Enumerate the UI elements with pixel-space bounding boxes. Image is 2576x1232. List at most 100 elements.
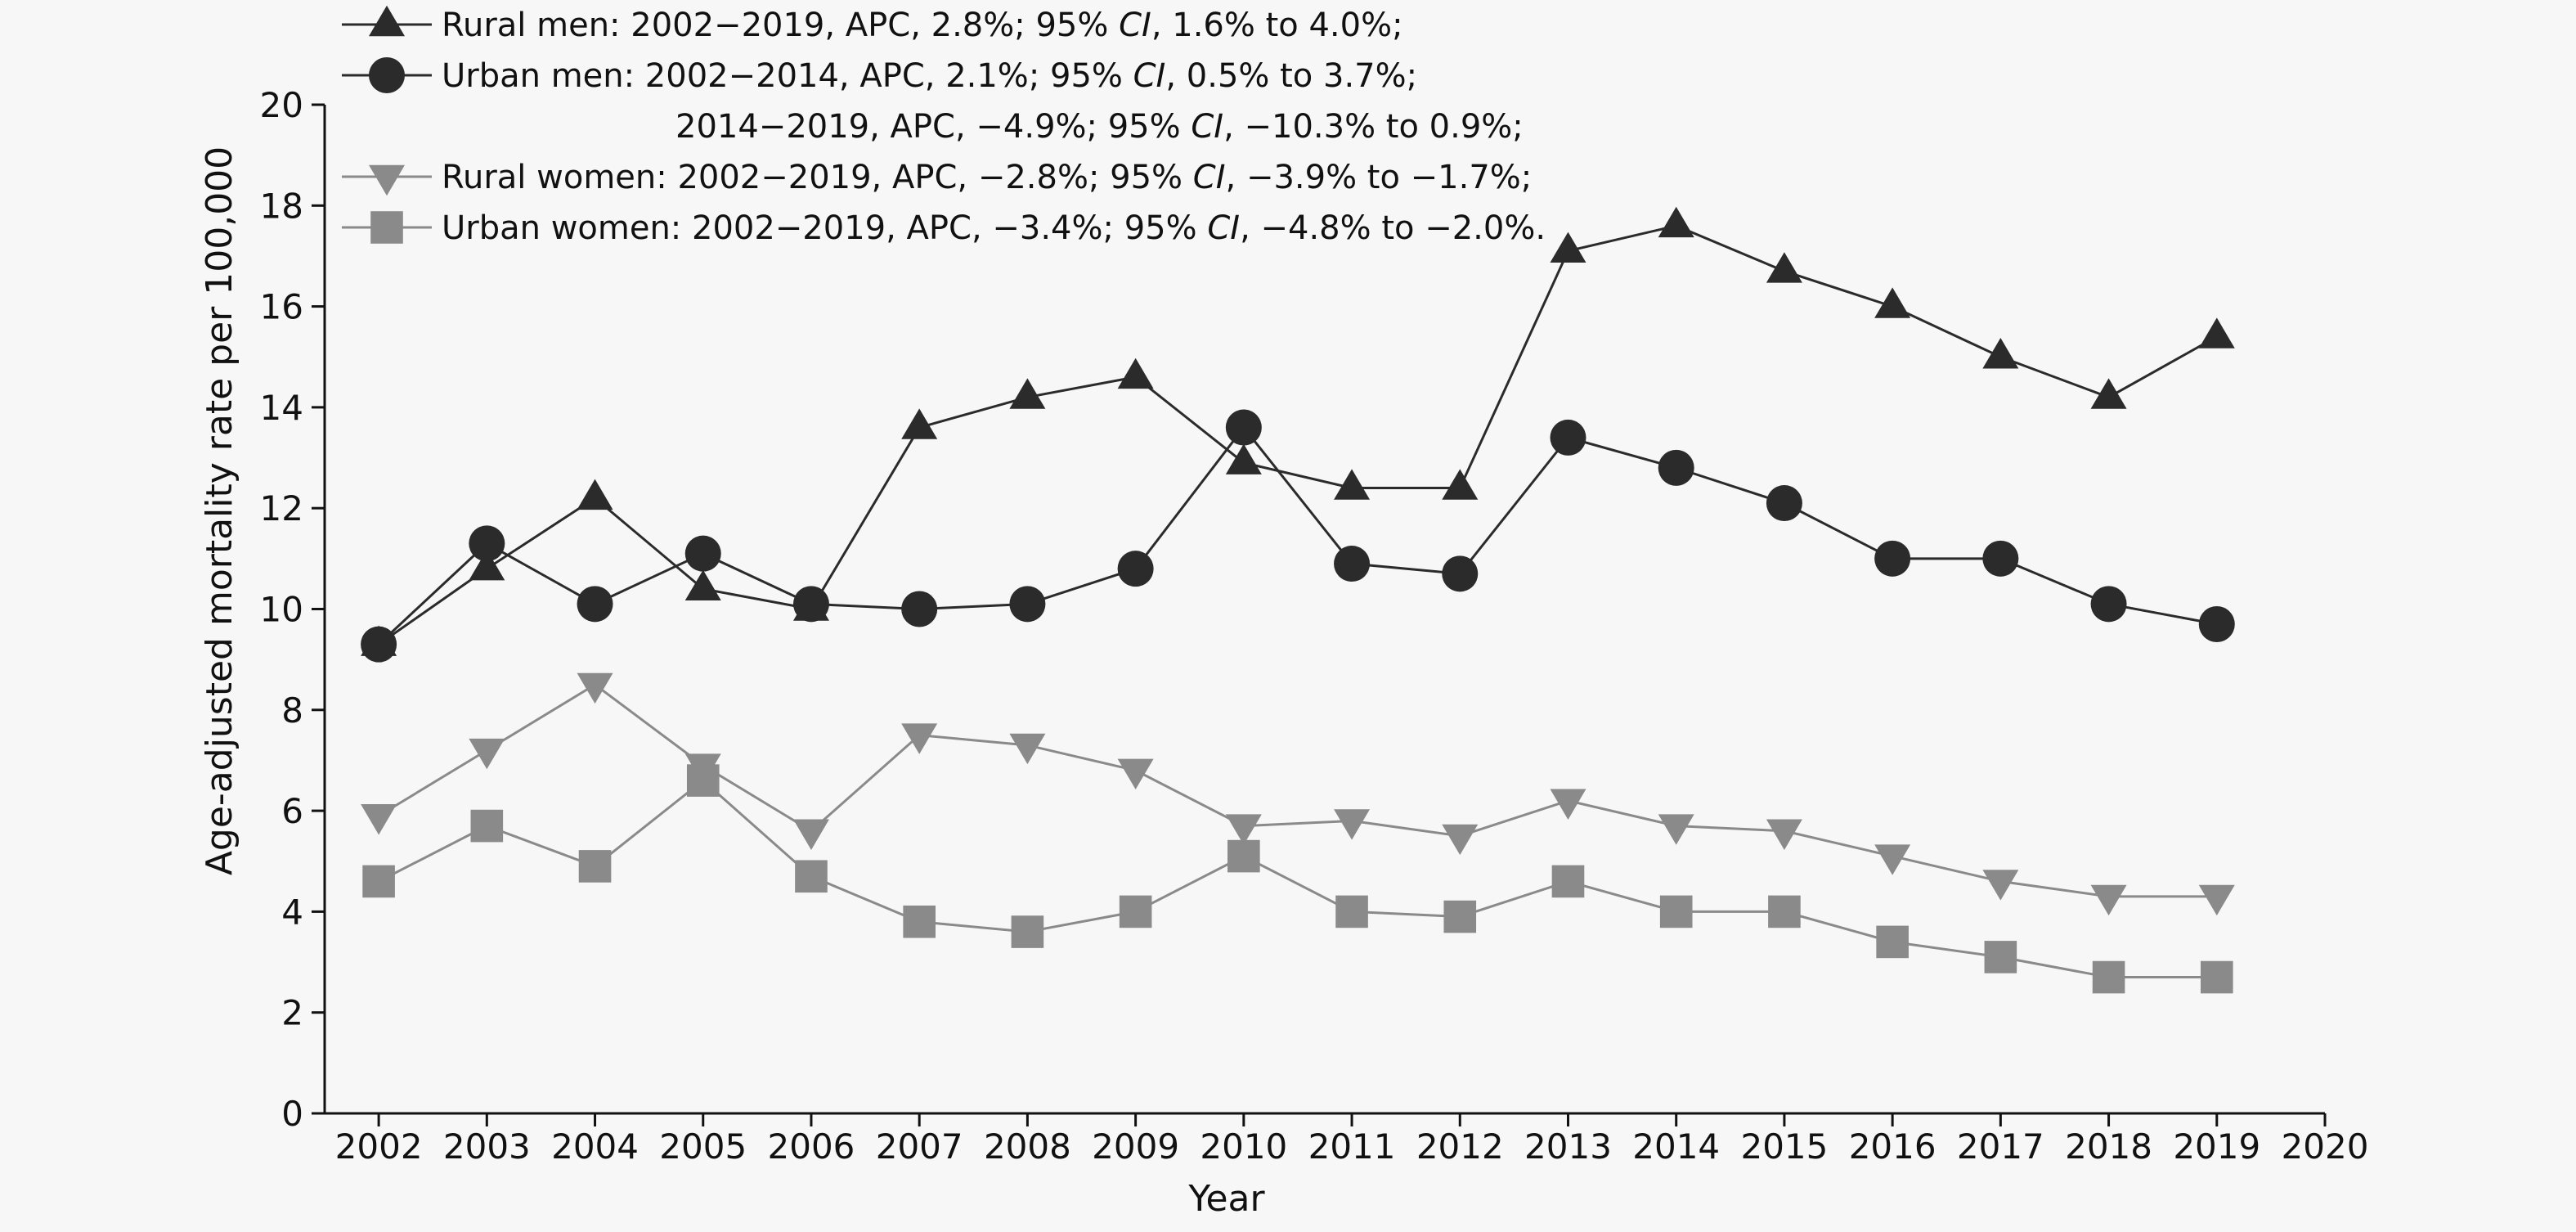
legend-label-urban-men-continued: 2014−2019, APC, −4.9%; 95% CI, −10.3% to… <box>675 108 1524 146</box>
data-point-urban-men <box>684 535 721 572</box>
data-point-urban-men <box>1550 419 1586 456</box>
data-point-rural-women <box>1009 733 1046 765</box>
data-point-urban-men <box>1117 551 1154 587</box>
data-point-urban-women <box>2200 960 2233 994</box>
y-tick-label: 0 <box>281 1094 303 1134</box>
y-tick-label: 12 <box>260 488 303 528</box>
data-point-urban-men <box>2090 586 2127 623</box>
data-point-urban-men <box>1658 449 1694 486</box>
data-point-rural-women <box>1982 870 2019 901</box>
x-tick-label: 2012 <box>1416 1126 1504 1167</box>
legend-label-rural-men: Rural men: 2002−2019, APC, 2.8%; 95% CI,… <box>442 7 1403 44</box>
x-tick-label: 2018 <box>2065 1126 2152 1167</box>
y-tick-label: 16 <box>260 287 303 327</box>
data-point-rural-women <box>2090 884 2127 916</box>
series-line-rural-men <box>378 224 2218 645</box>
x-tick-label: 2015 <box>1740 1126 1828 1167</box>
data-point-urban-men <box>469 525 505 562</box>
data-point-urban-women <box>1551 865 1585 898</box>
x-tick-label: 2005 <box>659 1126 747 1167</box>
data-point-rural-men <box>1658 206 1694 238</box>
data-point-rural-women <box>2198 884 2235 916</box>
data-point-urban-men <box>792 586 829 623</box>
y-tick-label: 8 <box>281 690 303 731</box>
data-point-urban-women <box>1876 925 1909 959</box>
x-tick-label: 2010 <box>1200 1126 1287 1167</box>
data-point-urban-men <box>1009 586 1046 623</box>
data-point-urban-women <box>2092 960 2125 994</box>
data-point-rural-women <box>1442 824 1479 856</box>
data-point-rural-men <box>1117 357 1154 389</box>
data-point-urban-men <box>361 626 397 663</box>
data-point-urban-women <box>362 865 395 898</box>
data-point-rural-men <box>469 549 505 581</box>
x-tick-label: 2004 <box>551 1126 639 1167</box>
data-point-urban-women <box>795 860 828 893</box>
data-point-rural-women <box>469 738 505 770</box>
x-tick-label: 2013 <box>1524 1126 1612 1167</box>
x-tick-label: 2002 <box>335 1126 423 1167</box>
data-point-urban-men <box>1334 546 1371 582</box>
legend-label-rural-women: Rural women: 2002−2019, APC, −2.8%; 95% … <box>442 159 1532 196</box>
data-point-urban-women <box>1335 895 1368 928</box>
series-line-rural-women <box>378 683 2217 898</box>
data-point-rural-men <box>2090 378 2127 409</box>
data-point-rural-men <box>1550 232 1586 263</box>
y-tick-label: 20 <box>260 85 303 125</box>
x-tick-label: 2008 <box>984 1126 1071 1167</box>
data-point-urban-men <box>1442 555 1479 592</box>
data-point-urban-women <box>1011 915 1044 948</box>
data-point-rural-men <box>2198 317 2235 348</box>
data-point-urban-women <box>578 850 612 883</box>
data-point-rural-men <box>901 408 938 439</box>
data-point-rural-women <box>901 723 938 754</box>
legend-marker-rural-men <box>369 5 405 37</box>
series-line-urban-men <box>378 425 2218 645</box>
data-point-urban-men <box>1982 540 2019 577</box>
x-tick-label: 2016 <box>1849 1126 1936 1167</box>
x-tick-label: 2009 <box>1092 1126 1179 1167</box>
data-point-urban-men <box>1874 540 1911 577</box>
data-point-urban-women <box>470 809 504 843</box>
data-point-rural-women <box>792 819 829 850</box>
data-point-urban-men <box>1225 409 1262 446</box>
data-point-rural-women <box>1874 844 1911 875</box>
y-tick-label: 6 <box>281 791 303 831</box>
data-point-rural-women <box>1766 819 1802 850</box>
x-tick-label: 2014 <box>1632 1126 1720 1167</box>
data-point-rural-men <box>684 569 721 601</box>
data-point-urban-men <box>2198 605 2235 642</box>
x-tick-label: 2006 <box>768 1126 855 1167</box>
data-point-urban-women <box>1768 895 1801 928</box>
data-point-rural-men <box>1442 469 1479 500</box>
legend-marker-urban-women <box>370 211 403 244</box>
legend-label-urban-women: Urban women: 2002−2019, APC, −3.4%; 95% … <box>442 209 1546 247</box>
legend-marker-rural-women <box>369 164 405 196</box>
data-point-rural-men <box>1334 469 1371 500</box>
data-point-rural-women <box>577 672 613 704</box>
data-point-rural-men <box>1225 443 1262 474</box>
data-point-urban-men <box>1766 485 1802 522</box>
data-point-urban-women <box>686 764 720 797</box>
x-tick-label: 2007 <box>876 1126 963 1167</box>
x-tick-label: 2003 <box>443 1126 531 1167</box>
data-point-rural-men <box>1009 378 1046 409</box>
data-point-urban-men <box>577 586 613 623</box>
x-tick-label: 2020 <box>2282 1126 2369 1167</box>
series-line-urban-women <box>378 779 2217 979</box>
data-point-urban-women <box>903 905 936 938</box>
y-tick-label: 4 <box>281 892 303 932</box>
y-axis-label: Age-adjusted mortality rate per 100,000 <box>199 146 240 875</box>
data-point-urban-women <box>1443 900 1477 933</box>
x-tick-label: 2017 <box>1957 1126 2044 1167</box>
y-tick-label: 2 <box>281 993 303 1033</box>
data-point-urban-women <box>1984 941 2017 973</box>
data-point-rural-women <box>361 804 397 835</box>
data-point-rural-men <box>1982 338 2019 369</box>
data-point-urban-men <box>901 591 938 627</box>
data-point-urban-women <box>1227 839 1260 873</box>
y-tick-label: 10 <box>260 590 303 630</box>
data-point-rural-women <box>1334 809 1371 840</box>
